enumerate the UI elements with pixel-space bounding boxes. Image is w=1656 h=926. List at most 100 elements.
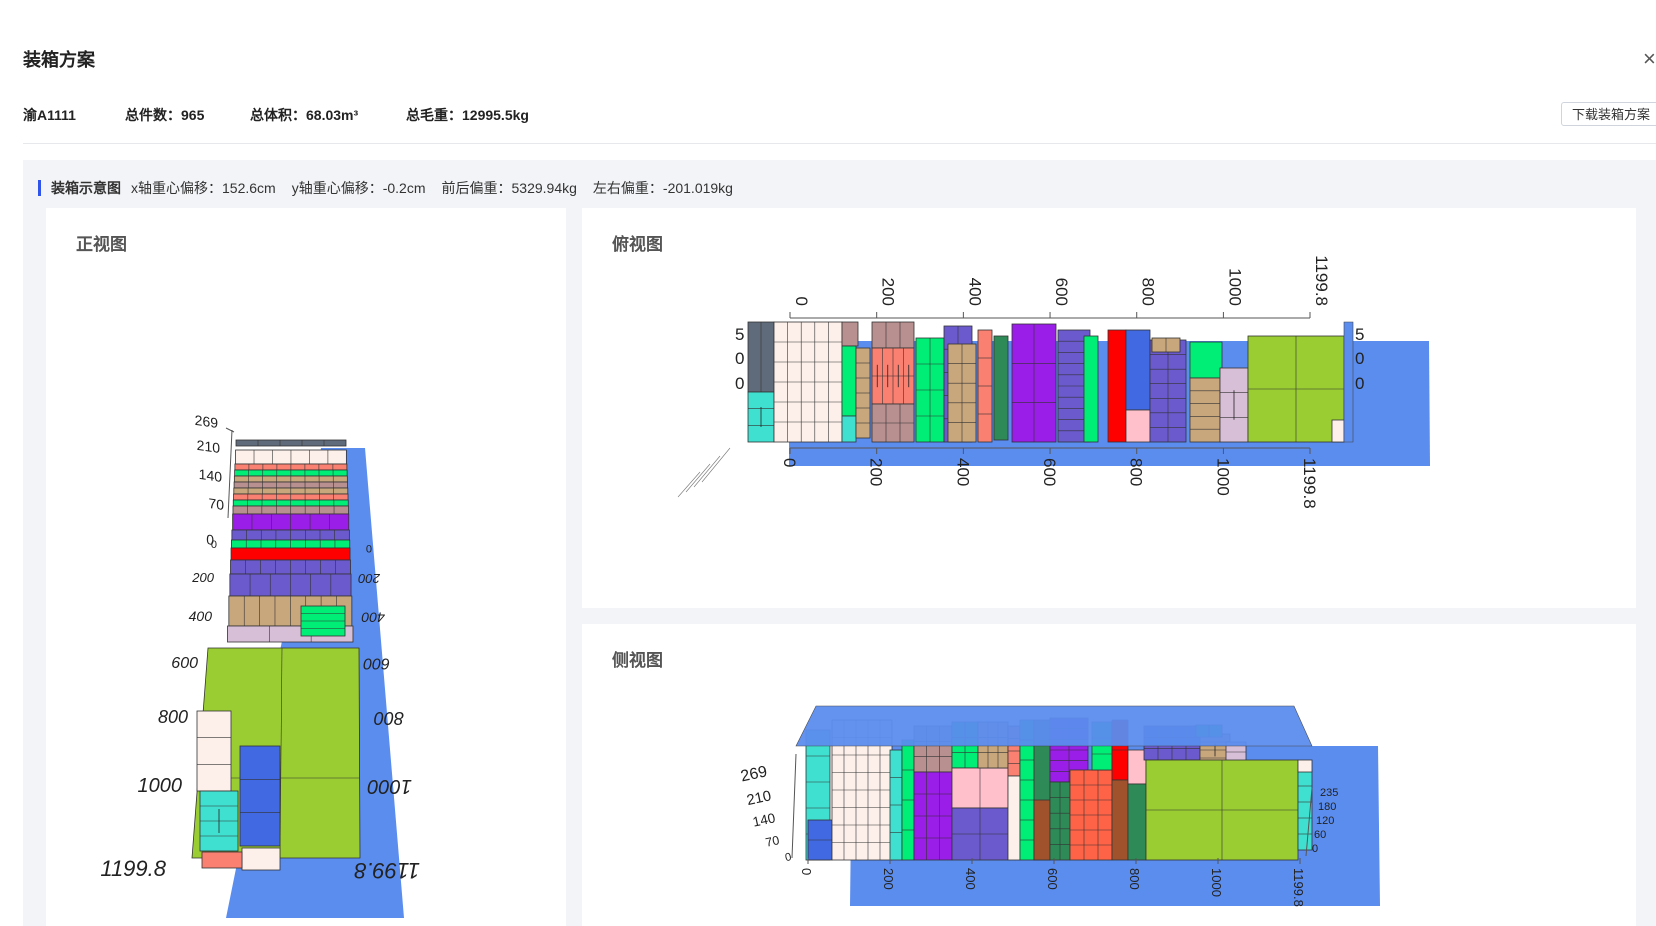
side-box-23: [1127, 783, 1147, 861]
front-view-title: 正视图: [76, 235, 127, 254]
side-box-22: [1127, 749, 1147, 785]
top-tick-upper-5: 1000: [1225, 268, 1244, 306]
section-accent-bar: [38, 180, 41, 196]
front-row-13: [230, 547, 351, 561]
side-width-tick-3: 60: [1314, 829, 1326, 841]
top-tick-upper-0: 0: [792, 297, 811, 306]
front-salmon-bottom: [201, 851, 243, 869]
top-tick-lower-5: 1000: [1213, 458, 1232, 496]
side-box-15: [1033, 799, 1051, 861]
top-ghost-tick-2: [685, 463, 711, 493]
top-tick-lower-3: 600: [1040, 458, 1059, 486]
side-width-tick-0: 235: [1320, 787, 1338, 799]
top-boxes: [747, 321, 1354, 443]
front-rear-weight: 前后偏重：5329.94kg: [441, 180, 577, 196]
top-ghost-tick-1: [693, 455, 721, 488]
top-view-plot[interactable]: 0 0 200 200 400 400 600 600 800 800 1000 1000 1199.8…: [582, 208, 1636, 608]
front-length-tick-left-5: 1199.8: [100, 856, 166, 881]
top-width-tick-e: 0: [1355, 349, 1364, 368]
top-box-27: [1331, 419, 1345, 443]
front-length-tick-right-0: 200: [358, 571, 381, 586]
left-right-weight: 左右偏重：-201.019kg: [592, 180, 733, 196]
section-header: 装箱示意图 x轴重心偏移：152.6cm y轴重心偏移：-0.2cm 前后偏重：532…: [38, 178, 749, 198]
front-length-tick-left-4: 1000: [138, 775, 183, 797]
front-length-tick-left-1: 400: [189, 608, 213, 624]
side-axis-left: [791, 753, 797, 859]
front-view-card: 正视图 269 210 140 70 0 200 200 400 400 600 600 800 800…: [46, 208, 566, 926]
front-view-plot[interactable]: 269 210 140 70 0 200 200 400 400 600 600 800 800 1000…: [46, 208, 566, 926]
side-width-tick-4: 0: [1312, 843, 1318, 855]
front-length-tick-right-1: 400: [361, 610, 385, 626]
front-length-tick-right-5: 1199.8: [354, 858, 420, 883]
x-offset: x轴重心偏移：152.6cm: [131, 180, 276, 196]
front-length-tick-left-2: 600: [171, 655, 198, 672]
top-tick-upper-2: 400: [965, 278, 984, 306]
side-height-tick-1: 210: [745, 788, 772, 809]
side-box-12: [1007, 775, 1021, 861]
top-tick-lower-4: 800: [1127, 458, 1146, 486]
top-tick-upper-4: 800: [1139, 278, 1158, 306]
front-royal-stack: [239, 745, 281, 847]
top-view-title: 俯视图: [612, 235, 663, 254]
front-axis: 269 210 140 70 0 200 200 400 400 600 600 800 800 1000…: [100, 412, 420, 883]
side-box-21: [1111, 779, 1129, 861]
front-axis-vertical: [227, 429, 233, 519]
top-box-5: [841, 415, 857, 443]
front-height-tick-0: 269: [195, 412, 219, 431]
top-container-end-wall: [1343, 321, 1354, 443]
side-view-card: 侧视图 0 200 400 600 800 1000 1199.8 269 210 140 70 0 2…: [582, 624, 1636, 926]
side-length-tick-6: 1199.8: [1291, 868, 1306, 907]
dialog-title: 装箱方案: [23, 50, 95, 70]
top-width-tick-a: 5: [735, 325, 744, 344]
top-box-17: [1083, 335, 1099, 443]
top-tick-upper-3: 600: [1052, 278, 1071, 306]
front-length-tick-left-3: 800: [158, 707, 188, 727]
front-length-tick-right-zero: 0: [366, 542, 372, 554]
top-ghost-tick-3: [677, 471, 701, 498]
front-row-0: [235, 439, 347, 447]
top-box-7: [871, 321, 915, 349]
side-container-top: [795, 705, 1313, 747]
side-length-tick-2: 400: [963, 868, 978, 890]
close-icon[interactable]: ×: [1643, 46, 1656, 71]
total-volume: 总体积：68.03m³: [250, 107, 359, 123]
vehicle-plate: 渝A1111: [23, 107, 76, 123]
total-pieces: 总件数：965: [125, 107, 205, 123]
front-height-tick-2: 140: [199, 466, 223, 485]
side-length-tick-1: 200: [881, 868, 896, 890]
download-plan-button[interactable]: 下载装箱方案: [1561, 102, 1656, 126]
top-width-tick-d: 5: [1355, 325, 1364, 344]
top-tick-lower-1: 200: [867, 458, 886, 486]
side-axis: 0 200 400 600 800 1000 1199.826921014070023518…: [739, 705, 1338, 907]
side-axis-right: [1305, 787, 1313, 857]
top-box-24: [1189, 377, 1221, 443]
top-axis: 0 0 200 200 400 400 600 600 800 800 1000 1000 1199.8…: [677, 255, 1364, 509]
total-weight: 总毛重：12995.5kg: [406, 107, 529, 123]
top-tick-upper-1: 200: [879, 278, 898, 306]
side-length-tick-0: 0: [799, 868, 814, 875]
side-height-tick-4: 0: [784, 851, 793, 864]
front-length-tick-left-zero: 0: [211, 539, 217, 551]
top-box-3: [841, 321, 859, 347]
top-ghost-tick-0: [701, 447, 731, 483]
top-tick-lower-6: 1199.8: [1300, 458, 1319, 509]
top-box-4: [841, 345, 857, 417]
side-length-tick-3: 600: [1045, 868, 1060, 890]
front-length-tick-right-4: 1000: [368, 775, 413, 797]
divider: [23, 143, 1656, 144]
y-offset: y轴重心偏移：-0.2cm: [291, 180, 426, 196]
side-view-plot[interactable]: 0 200 400 600 800 1000 1199.826921014070023518…: [582, 624, 1636, 926]
side-height-tick-2: 140: [751, 810, 777, 829]
side-length-tick-4: 800: [1127, 868, 1142, 890]
top-width-tick-b: 0: [735, 349, 744, 368]
side-view-title: 侧视图: [612, 651, 663, 670]
top-box-19: [1125, 329, 1151, 411]
section-label: 装箱示意图: [51, 180, 121, 196]
top-box-20: [1125, 409, 1151, 443]
front-axis-corner: [225, 427, 235, 433]
side-width-tick-2: 120: [1316, 815, 1334, 827]
front-seashell-stack: [196, 710, 232, 792]
side-box-30: [1297, 759, 1313, 773]
side-height-tick-0: 269: [739, 763, 769, 785]
top-width-tick-c: 0: [735, 374, 744, 393]
